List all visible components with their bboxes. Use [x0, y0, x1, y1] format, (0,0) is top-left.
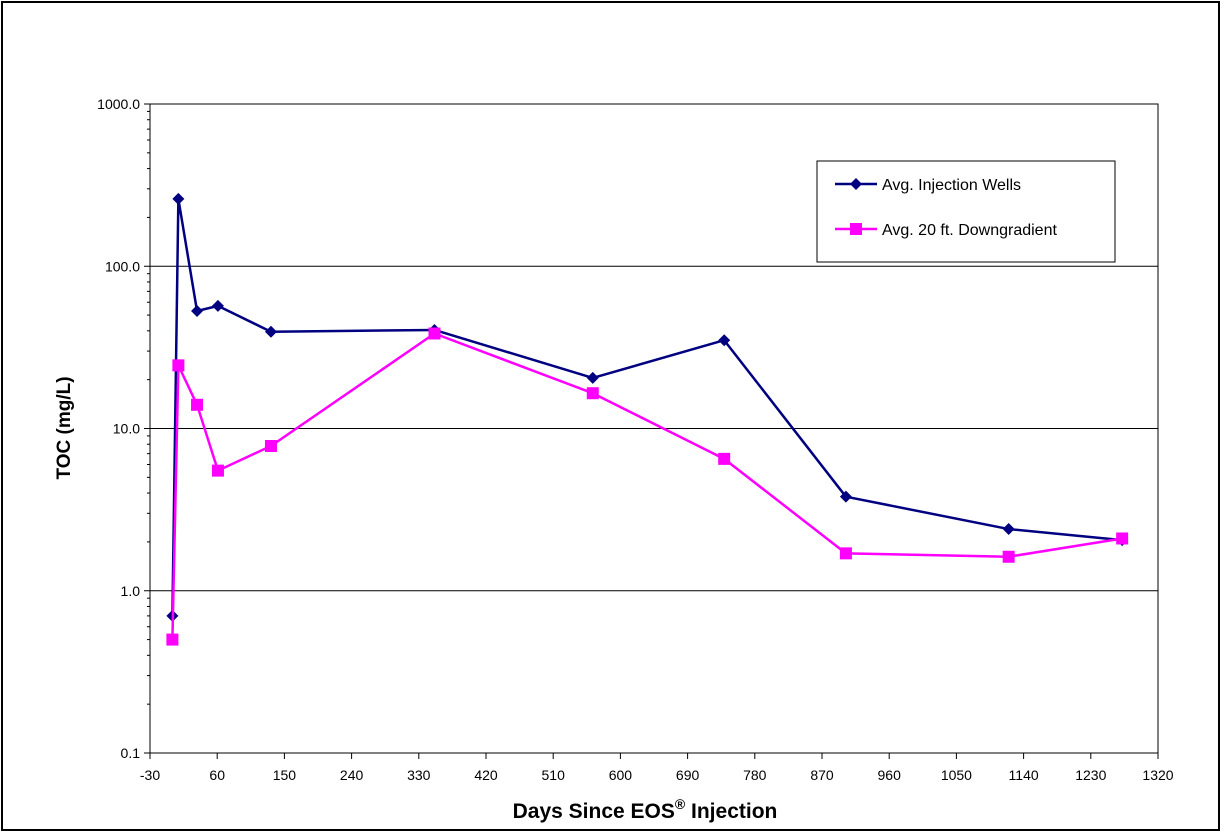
y-tick-label: 100.0	[105, 258, 140, 274]
series-line-1	[171, 332, 1123, 640]
y-tick-label: 0.1	[121, 745, 141, 761]
x-axis-label-suffix: Injection	[685, 800, 777, 823]
data-point-diamond	[172, 192, 185, 205]
legend-label-injection: Avg. Injection Wells	[882, 177, 1021, 194]
data-point-square	[172, 359, 185, 372]
x-tick-label: 870	[810, 767, 834, 783]
y-tick-label: 1000.0	[97, 96, 140, 112]
axis-layer: 0.1 1.0 10.0 100.0 1000.0 -30 60 150 240 330 420 51…	[97, 96, 1174, 783]
x-tick-label: 1140	[1009, 767, 1039, 783]
y-tick-label: 1.0	[121, 583, 141, 599]
data-point-diamond	[264, 325, 277, 338]
x-tick-label: 690	[676, 767, 700, 783]
x-tick-label: 240	[340, 767, 364, 783]
x-tick-label: 960	[878, 767, 902, 783]
x-tick-label: 1320	[1142, 767, 1173, 783]
legend-marker-diamond	[850, 178, 862, 190]
y-tick-label: 10.0	[113, 421, 140, 437]
x-tick-label: 420	[474, 767, 498, 783]
x-tick-label: 1230	[1075, 767, 1106, 783]
x-tick-label: 1050	[941, 767, 972, 783]
x-tick-label: 600	[609, 767, 633, 783]
x-tick-label: 780	[743, 767, 767, 783]
x-tick-label: 330	[407, 767, 431, 783]
x-axis-label: Days Since EOS® Injection	[513, 796, 778, 823]
legend-box	[816, 160, 1116, 263]
x-tick-label: 60	[209, 767, 225, 783]
data-point-square	[166, 633, 179, 646]
x-tick-label: 150	[273, 767, 297, 783]
x-tick-label: 510	[542, 767, 566, 783]
data-point-square	[1116, 532, 1129, 545]
grid-layer	[150, 265, 1158, 592]
data-point-diamond	[191, 304, 204, 317]
x-axis-label-main: Days Since EOS	[513, 800, 675, 823]
data-point-square	[718, 452, 731, 465]
series-layer	[166, 192, 1129, 646]
legend-marker-square	[850, 223, 862, 235]
legend-label-downgradient: Avg. 20 ft. Downgradient	[882, 222, 1057, 239]
data-point-diamond	[839, 490, 852, 503]
data-point-square	[264, 440, 277, 453]
data-point-square	[211, 464, 224, 477]
data-point-diamond	[586, 371, 599, 384]
x-axis-label-superscript: ®	[675, 796, 686, 812]
y-axis-label: TOC (mg/L)	[54, 376, 75, 479]
data-point-diamond	[211, 299, 224, 312]
data-point-square	[839, 547, 852, 560]
data-point-diamond	[718, 334, 731, 347]
data-point-square	[428, 327, 441, 340]
data-point-square	[1002, 550, 1015, 563]
x-tick-label: -30	[140, 767, 160, 783]
data-point-square	[586, 387, 599, 400]
data-point-diamond	[1002, 523, 1015, 536]
legend: Avg. Injection Wells Avg. 20 ft. Downgra…	[816, 160, 1116, 263]
data-point-square	[191, 398, 204, 411]
